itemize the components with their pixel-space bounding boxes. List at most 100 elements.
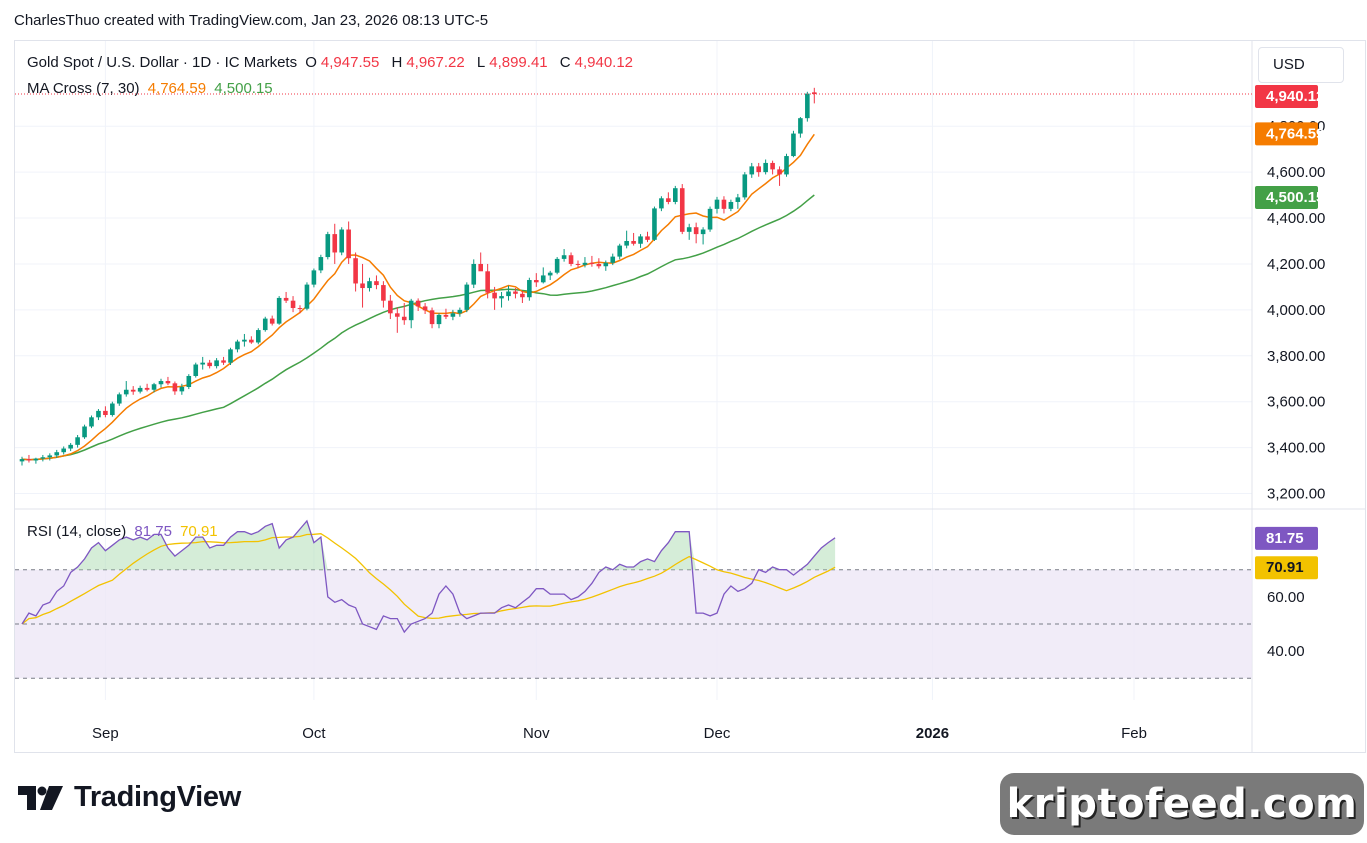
candle-body — [721, 199, 727, 209]
candle-body — [290, 300, 296, 309]
candle-body — [68, 444, 73, 449]
ma-slow-value: 4,500.15 — [214, 80, 273, 97]
ma-fast-tag-bg — [1255, 122, 1318, 146]
open-label: O — [305, 54, 317, 71]
chart-frame — [14, 40, 1366, 753]
candle-body — [346, 229, 351, 259]
candle-body — [791, 133, 796, 157]
chart-caption: CharlesThuo created with TradingView.com… — [14, 12, 489, 29]
candle-body — [603, 262, 609, 267]
candle-body — [784, 156, 789, 175]
candle-body — [679, 188, 685, 232]
candle-body — [269, 318, 275, 324]
candle-body — [207, 362, 212, 367]
rsi-legend: RSI (14, close) 81.75 70.91 — [27, 523, 222, 540]
candle-body — [179, 387, 185, 392]
candle-body — [235, 341, 240, 350]
candle-body — [47, 455, 53, 458]
rsi-value-tag-bg — [1255, 526, 1318, 550]
candle-body — [540, 275, 546, 283]
price-axis-label: 4,400.00 — [1267, 210, 1325, 227]
currency-selector[interactable]: USD — [1258, 47, 1344, 83]
candle-body — [596, 263, 602, 267]
candle-body — [575, 263, 581, 265]
candle-body — [367, 281, 372, 289]
candle-body — [401, 316, 407, 321]
time-axis-label: Dec — [704, 725, 731, 742]
tradingview-brand[interactable]: TradingView — [18, 781, 241, 814]
candle-body — [117, 394, 122, 404]
candle-body — [283, 297, 289, 301]
ma-fast-line — [21, 133, 815, 461]
rsi-ma-line — [21, 533, 836, 625]
candle-body — [520, 293, 525, 298]
candle-body — [186, 375, 192, 388]
high-number: 4,967.22 — [406, 54, 465, 71]
price-axis-label: 4,600.00 — [1267, 164, 1325, 181]
candle-body — [756, 166, 761, 173]
candle-body — [151, 384, 157, 390]
candle-body — [707, 208, 713, 230]
candle-body — [527, 280, 532, 298]
open-number: 4,947.55 — [320, 54, 380, 71]
candle-body — [534, 280, 539, 283]
candle-body — [485, 271, 490, 293]
ma-legend: MA Cross (7, 30) 4,764.59 4,500.15 — [27, 80, 277, 97]
last-price-tag: 4,940.12 — [1266, 88, 1324, 105]
candle-body — [443, 314, 449, 317]
candle-body — [506, 291, 511, 297]
candle-body — [19, 459, 25, 462]
time-axis-label: Feb — [1121, 725, 1147, 742]
ma-title[interactable]: MA Cross (7, 30) — [27, 80, 140, 97]
price-axis-label: 4,200.00 — [1267, 256, 1325, 273]
candle-body — [123, 389, 129, 395]
price-axis-label: 4,000.00 — [1267, 302, 1325, 319]
candle-body — [686, 227, 692, 232]
candle-body — [415, 300, 421, 307]
candle-body — [478, 263, 483, 272]
candle-body — [499, 296, 504, 299]
candle-body — [165, 381, 171, 384]
candle-body — [547, 272, 553, 276]
candle-body — [353, 258, 358, 284]
candle-body — [318, 257, 324, 271]
candle-body — [193, 364, 199, 376]
rsi-title[interactable]: RSI (14, close) — [27, 523, 127, 540]
candle-body — [54, 452, 60, 456]
candle-body — [89, 417, 94, 427]
ma-fast-value: 4,764.59 — [147, 80, 207, 97]
candle-body — [582, 262, 588, 265]
candle-body — [360, 283, 365, 289]
candle-body — [304, 284, 310, 309]
rsi-ma-value: 70.91 — [180, 523, 218, 540]
candle-body — [673, 188, 678, 202]
rsi-value: 81.75 — [134, 523, 172, 540]
candle-body — [513, 291, 518, 294]
candle-body — [325, 234, 331, 258]
candle-body — [144, 387, 150, 390]
candle-body — [735, 197, 741, 202]
candle-body — [422, 306, 428, 311]
time-axis-label: Oct — [302, 725, 326, 742]
candle-body — [770, 162, 775, 170]
rsi-value-tag: 81.75 — [1266, 530, 1304, 547]
symbol-title[interactable]: Gold Spot / U.S. Dollar · 1D · IC Market… — [27, 54, 298, 71]
candle-body — [798, 118, 803, 134]
rsi-ma-tag: 70.91 — [1266, 559, 1304, 576]
candle-body — [33, 458, 39, 461]
close-value: C 4,940.12 — [560, 54, 637, 71]
time-axis-label: 2026 — [916, 725, 949, 742]
candle-body — [381, 285, 386, 301]
candle-body — [700, 229, 706, 235]
candle-body — [332, 234, 338, 253]
rsi-axis-label: 40.00 — [1267, 643, 1305, 660]
price-axis-label: 3,600.00 — [1267, 394, 1325, 411]
candle-body — [554, 258, 560, 273]
ma-slow-line — [21, 194, 815, 461]
high-value: H 4,967.22 — [391, 54, 468, 71]
time-axis-label: Nov — [523, 725, 550, 742]
candle-body — [450, 313, 456, 317]
high-label: H — [391, 54, 403, 71]
candle-body — [457, 309, 463, 314]
